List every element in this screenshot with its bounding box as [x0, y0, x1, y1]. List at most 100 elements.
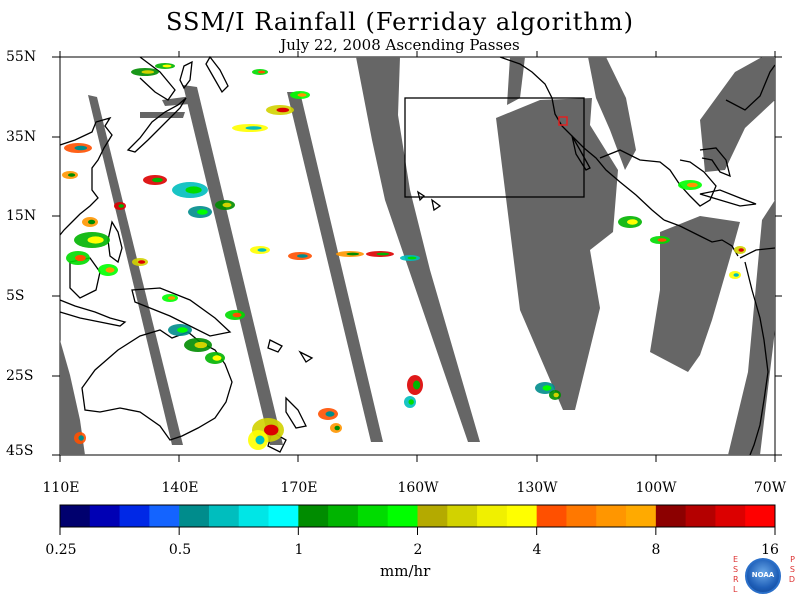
colorbar-cell-9	[328, 505, 359, 527]
rain-core-39	[78, 435, 84, 441]
coastline-24	[431, 198, 442, 212]
coastline-4	[139, 56, 176, 101]
colorbar	[59, 504, 776, 535]
rain-core-33	[553, 392, 559, 398]
rain-core-5	[245, 126, 262, 130]
colorbar-cell-6	[238, 505, 270, 527]
rain-core-35	[657, 238, 667, 242]
swath-10	[60, 340, 85, 455]
rain-core-41	[118, 204, 124, 208]
coastline-9	[81, 329, 233, 441]
rain-core-2	[258, 70, 266, 74]
colorbar-cell-10	[357, 505, 389, 527]
colorbar-units: mm/hr	[380, 562, 431, 580]
colorbar-cell-15	[506, 505, 538, 527]
rain-core-7	[68, 173, 76, 177]
lat-label-5s: 5S	[6, 288, 25, 304]
colorbar-cell-21	[685, 505, 716, 527]
rain-core-18	[346, 252, 360, 256]
seal-text: NOAA	[751, 571, 775, 579]
rain-core-8	[152, 177, 163, 183]
coastline-16	[599, 149, 717, 207]
rain-core-26	[264, 424, 279, 436]
colorbar-cell-12	[417, 505, 448, 527]
colorbar-cell-14	[477, 505, 508, 527]
rain-core-16	[257, 248, 267, 252]
colorbar-cell-13	[447, 505, 478, 527]
rain-core-17	[297, 254, 308, 258]
coastline-13	[298, 350, 314, 363]
rain-core-3	[297, 93, 307, 97]
rain-core-11	[222, 202, 232, 208]
coastline-7	[59, 299, 127, 327]
coastline-17	[663, 219, 739, 257]
map-title: SSM/I Rainfall (Ferriday algorithm)	[165, 8, 635, 36]
rain-core-36	[687, 182, 698, 188]
rain-core-21	[177, 327, 188, 333]
colorbar-cell-20	[655, 505, 687, 527]
colorbar-label-4: 4	[532, 542, 542, 558]
rain-core-31	[408, 399, 414, 405]
swath-11	[140, 112, 185, 118]
rain-core-10	[197, 209, 208, 215]
coastline-20	[699, 189, 757, 207]
swath-7	[650, 216, 740, 372]
coastline-1	[126, 97, 187, 153]
map-subtitle: July 22, 2008 Ascending Passes	[280, 36, 520, 54]
rain-core-14	[105, 267, 115, 273]
rain-core-27	[255, 435, 265, 445]
coastline-21	[739, 247, 776, 259]
rain-core-29	[334, 425, 340, 431]
rain-core-19	[376, 252, 390, 256]
rain-core-22	[194, 341, 208, 349]
colorbar-cell-0	[60, 505, 91, 527]
swath-2	[287, 92, 383, 442]
colorbar-cell-18	[596, 505, 627, 527]
coastline-23	[416, 190, 426, 202]
swath-9	[728, 200, 775, 455]
rain-core-40	[88, 219, 96, 225]
coastline-18	[699, 147, 731, 178]
colorbar-label-5: 8	[651, 542, 661, 558]
rain-core-12	[87, 236, 104, 244]
rain-core-0	[141, 70, 155, 74]
lon-label-100w: 100W	[635, 480, 677, 496]
rain-core-37	[738, 248, 744, 252]
rain-core-32	[542, 385, 552, 391]
lon-label-140e: 140E	[161, 480, 199, 496]
swath-6	[588, 57, 636, 170]
colorbar-cell-17	[566, 505, 597, 527]
colorbar-label-6: 16	[761, 542, 779, 558]
rainfall-patches	[62, 63, 746, 450]
swath-1	[183, 85, 283, 445]
rain-core-28	[325, 411, 335, 417]
swath-4	[496, 98, 618, 410]
colorbar-cell-19	[626, 505, 657, 527]
lon-label-170e: 170E	[280, 480, 318, 496]
colorbar-label-1: 0.5	[168, 542, 192, 558]
swath-0	[88, 95, 183, 445]
swath-8	[700, 57, 775, 172]
coastline-10	[285, 396, 307, 429]
swath-5	[507, 57, 525, 105]
coastline-2	[179, 60, 193, 90]
colorbar-cell-3	[149, 505, 180, 527]
rain-core-24	[232, 312, 242, 318]
lon-label-70w: 70W	[753, 480, 787, 496]
colorbar-cell-2	[119, 505, 150, 527]
lat-label-15n: 15N	[6, 208, 37, 224]
rain-core-13	[75, 254, 86, 262]
colorbar-cell-22	[715, 505, 746, 527]
lon-label-130w: 130W	[516, 480, 558, 496]
rain-core-6	[74, 145, 88, 151]
colorbar-cell-16	[536, 505, 567, 527]
lat-label-35n: 35N	[6, 129, 37, 145]
rain-core-38	[733, 273, 739, 277]
rain-core-15	[138, 260, 146, 264]
rain-core-23	[212, 355, 222, 361]
rain-core-1	[162, 64, 172, 68]
coastline-3	[205, 55, 229, 94]
